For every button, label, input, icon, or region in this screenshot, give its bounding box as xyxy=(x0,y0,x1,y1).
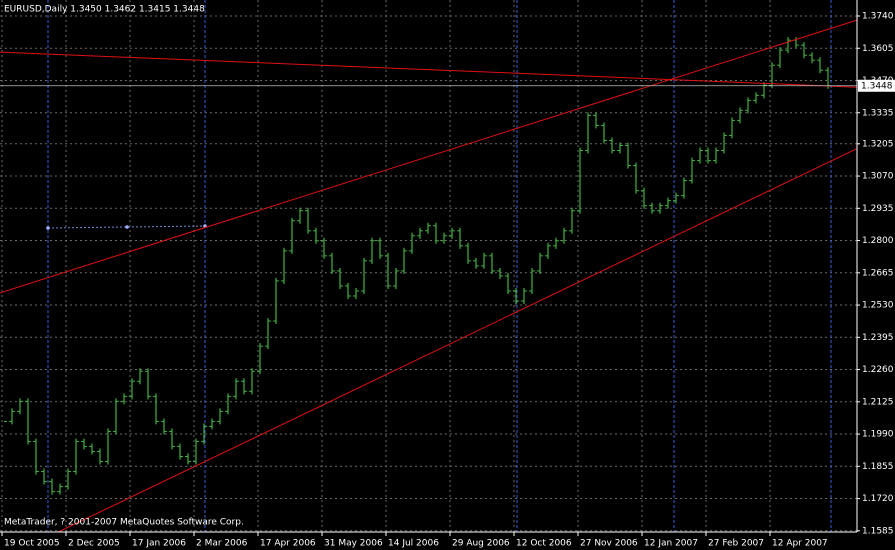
x-tick-label: 2 Mar 2006 xyxy=(196,539,248,549)
drawn-object xyxy=(46,224,207,230)
y-tick-label: 1.3740 xyxy=(862,12,894,22)
x-tick-label: 31 May 2006 xyxy=(324,539,383,549)
trendline xyxy=(0,51,857,88)
y-tick-label: 1.2665 xyxy=(862,268,894,278)
chart-title: EURUSD,Daily 1.3450 1.3462 1.3415 1.3448 xyxy=(4,5,205,15)
y-tick-label: 1.3605 xyxy=(862,44,894,54)
x-tick-label: 12 Jan 2007 xyxy=(644,539,698,549)
x-tick-label: 19 Oct 2005 xyxy=(4,539,60,549)
trendline xyxy=(57,148,857,532)
y-tick-label: 1.1855 xyxy=(862,462,894,472)
y-tick-label: 1.2125 xyxy=(862,397,894,407)
x-tick-label: 14 Jul 2006 xyxy=(388,539,439,549)
axes: 1.37401.36051.34701.33351.32051.30701.29… xyxy=(1,12,895,549)
y-tick-label: 1.3205 xyxy=(862,139,894,149)
y-tick-label: 1.2800 xyxy=(862,236,894,246)
x-tick-label: 27 Nov 2006 xyxy=(580,539,638,549)
x-tick-label: 29 Aug 2006 xyxy=(452,539,510,549)
copyright: MetaTrader, ? 2001-2007 MetaQuotes Softw… xyxy=(4,518,244,528)
y-tick-label: 1.1990 xyxy=(862,430,894,440)
anchor xyxy=(46,226,50,230)
x-tick-label: 12 Apr 2007 xyxy=(772,539,828,549)
grid xyxy=(0,0,857,532)
y-tick-label: 1.1585 xyxy=(862,526,894,536)
anchor xyxy=(125,225,129,229)
x-tick-label: 12 Oct 2006 xyxy=(516,539,572,549)
x-tick-label: 17 Apr 2006 xyxy=(260,539,316,549)
trendlines xyxy=(0,19,857,532)
price-tag-label: 1.3448 xyxy=(861,81,893,91)
x-tick-label: 27 Feb 2007 xyxy=(708,539,764,549)
y-tick-label: 1.2260 xyxy=(862,365,894,375)
y-tick-label: 1.3070 xyxy=(862,172,894,182)
period-separators xyxy=(47,0,832,532)
y-tick-label: 1.2530 xyxy=(862,301,894,311)
y-tick-label: 1.2395 xyxy=(862,333,894,343)
bars xyxy=(4,37,831,495)
x-tick-label: 17 Jan 2006 xyxy=(132,539,186,549)
y-tick-label: 1.1720 xyxy=(862,494,894,504)
price-tag xyxy=(858,79,895,92)
y-tick-label: 1.3335 xyxy=(862,108,894,118)
y-tick-label: 1.2935 xyxy=(862,204,894,214)
trendline xyxy=(0,19,857,294)
x-tick-label: 2 Dec 2005 xyxy=(68,539,120,549)
